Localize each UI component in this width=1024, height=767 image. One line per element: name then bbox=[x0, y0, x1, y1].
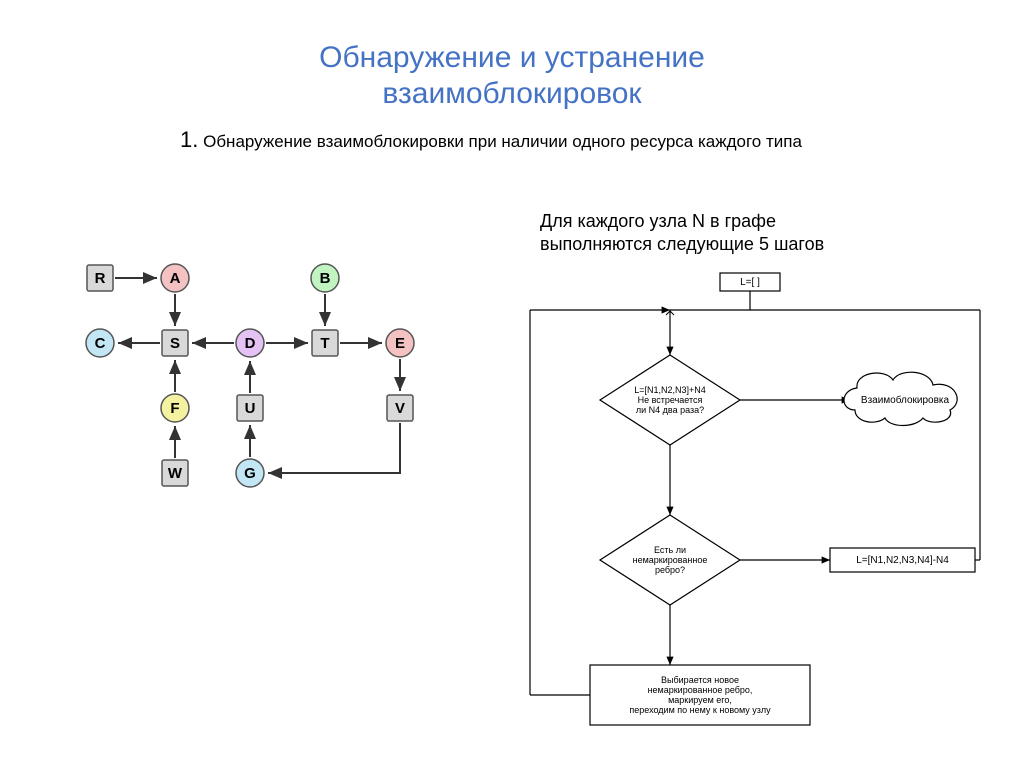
svg-text:E: E bbox=[395, 335, 405, 352]
svg-text:ли N4 два раза?: ли N4 два раза? bbox=[636, 405, 704, 415]
svg-text:L=[ ]: L=[ ] bbox=[740, 277, 760, 288]
svg-text:B: B bbox=[320, 270, 331, 287]
svg-text:немаркированное: немаркированное bbox=[633, 555, 708, 565]
svg-text:Есть ли: Есть ли bbox=[654, 545, 686, 555]
svg-text:A: A bbox=[170, 270, 181, 287]
svg-text:S: S bbox=[170, 335, 180, 352]
description: Для каждого узла N в графе выполняются с… bbox=[540, 210, 824, 257]
svg-text:R: R bbox=[95, 270, 106, 287]
svg-text:маркируем его,: маркируем его, bbox=[668, 695, 732, 705]
svg-text:Взаимоблокировка: Взаимоблокировка bbox=[861, 394, 950, 406]
svg-text:Выбирается новое: Выбирается новое bbox=[661, 675, 739, 685]
page-title: Обнаружение и устранение взаимоблокирово… bbox=[0, 0, 1024, 112]
desc-line1: Для каждого узла N в графе bbox=[540, 210, 824, 233]
svg-text:C: C bbox=[95, 335, 106, 352]
subtitle: 1. Обнаружение взаимоблокировки при нали… bbox=[180, 127, 1024, 153]
title-line1: Обнаружение и устранение bbox=[0, 40, 1024, 76]
subtitle-text: Обнаружение взаимоблокировки при наличии… bbox=[203, 132, 802, 151]
svg-text:L=[N1,N2,N3]+N4: L=[N1,N2,N3]+N4 bbox=[634, 385, 706, 395]
svg-text:L=[N1,N2,N3,N4]-N4: L=[N1,N2,N3,N4]-N4 bbox=[856, 555, 949, 566]
title-line2: взаимоблокировок bbox=[0, 76, 1024, 112]
subtitle-number: 1. bbox=[180, 127, 198, 152]
svg-text:U: U bbox=[245, 400, 256, 417]
svg-text:G: G bbox=[244, 465, 256, 482]
svg-text:переходим по нему к новому узл: переходим по нему к новому узлу bbox=[629, 705, 771, 715]
svg-text:Не встречается: Не встречается bbox=[638, 395, 703, 405]
svg-text:W: W bbox=[168, 465, 183, 482]
svg-text:F: F bbox=[170, 400, 179, 417]
svg-text:T: T bbox=[320, 335, 329, 352]
flowchart: L=[ ] L=[N1,N2,N3]+N4Не встречаетсяли N4 … bbox=[510, 265, 980, 735]
desc-line2: выполняются следующие 5 шагов bbox=[540, 233, 824, 256]
svg-text:V: V bbox=[395, 400, 405, 417]
resource-graph: R S T U V W A B C D E F G bbox=[75, 248, 435, 508]
svg-text:немаркированное ребро,: немаркированное ребро, bbox=[648, 685, 753, 695]
svg-text:D: D bbox=[245, 335, 256, 352]
svg-text:ребро?: ребро? bbox=[655, 565, 685, 575]
